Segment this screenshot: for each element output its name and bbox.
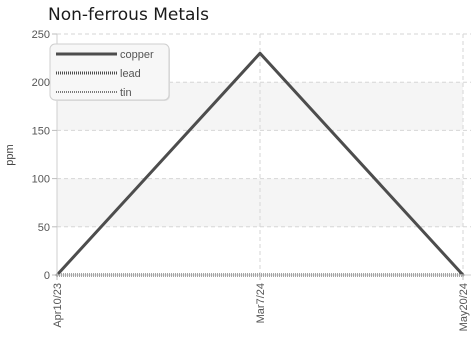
y-tick-label: 0	[44, 270, 50, 282]
x-tick-label: Apr10/23	[52, 283, 64, 328]
x-tick-labels: Apr10/23 Mar7/24 May20/24	[52, 283, 470, 331]
series-line-copper	[55, 51, 465, 277]
chart-title: Non-ferrous Metals	[48, 5, 209, 25]
y-axis-label: ppm	[4, 144, 16, 165]
legend-label-lead: lead	[120, 68, 141, 80]
legend-label-copper: copper	[120, 49, 154, 61]
x-tick-label: Mar7/24	[255, 283, 267, 323]
y-tick-label: 200	[32, 77, 50, 89]
y-tick-label: 150	[32, 125, 50, 137]
y-tick-label: 50	[38, 222, 50, 234]
legend-label-tin: tin	[120, 87, 132, 99]
legend: copper lead tin	[49, 43, 170, 101]
legend-box	[49, 43, 170, 101]
y-tick-label: 100	[32, 174, 50, 186]
x-tick-label: May20/24	[458, 283, 470, 331]
y-tick-labels: 0 50 100 150 200 250	[32, 29, 50, 282]
y-tick-label: 250	[32, 29, 50, 41]
